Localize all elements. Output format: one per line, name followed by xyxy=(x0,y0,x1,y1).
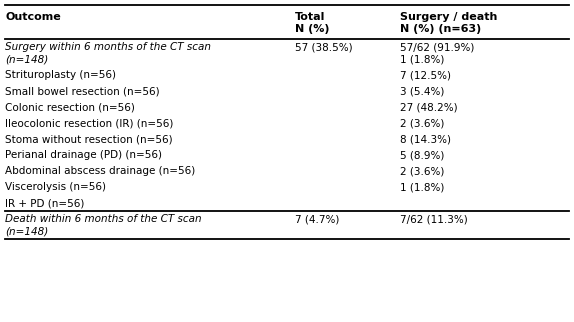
Text: Small bowel resection (n=56): Small bowel resection (n=56) xyxy=(5,86,160,96)
Text: N (%): N (%) xyxy=(295,24,329,34)
Text: Stoma without resection (n=56): Stoma without resection (n=56) xyxy=(5,134,173,144)
Text: 7 (4.7%): 7 (4.7%) xyxy=(295,214,339,224)
Text: N (%) (n=63): N (%) (n=63) xyxy=(400,24,481,34)
Text: 7/62 (11.3%): 7/62 (11.3%) xyxy=(400,214,468,224)
Text: Perianal drainage (PD) (n=56): Perianal drainage (PD) (n=56) xyxy=(5,150,162,160)
Text: 3 (5.4%): 3 (5.4%) xyxy=(400,86,444,96)
Text: 27 (48.2%): 27 (48.2%) xyxy=(400,102,457,112)
Text: Surgery / death: Surgery / death xyxy=(400,12,498,22)
Text: 5 (8.9%): 5 (8.9%) xyxy=(400,150,444,160)
Text: 1 (1.8%): 1 (1.8%) xyxy=(400,54,444,64)
Text: Viscerolysis (n=56): Viscerolysis (n=56) xyxy=(5,182,106,192)
Text: 8 (14.3%): 8 (14.3%) xyxy=(400,134,451,144)
Text: 2 (3.6%): 2 (3.6%) xyxy=(400,118,444,128)
Text: IR + PD (n=56): IR + PD (n=56) xyxy=(5,198,84,208)
Text: 57/62 (91.9%): 57/62 (91.9%) xyxy=(400,42,474,52)
Text: (n=148): (n=148) xyxy=(5,54,48,64)
Text: Death within 6 months of the CT scan: Death within 6 months of the CT scan xyxy=(5,214,201,224)
Text: (n=148): (n=148) xyxy=(5,226,48,236)
Text: Colonic resection (n=56): Colonic resection (n=56) xyxy=(5,102,135,112)
Text: 57 (38.5%): 57 (38.5%) xyxy=(295,42,352,52)
Text: Strituroplasty (n=56): Strituroplasty (n=56) xyxy=(5,70,116,80)
Text: 1 (1.8%): 1 (1.8%) xyxy=(400,182,444,192)
Text: 7 (12.5%): 7 (12.5%) xyxy=(400,70,451,80)
Text: Total: Total xyxy=(295,12,325,22)
Text: Ileocolonic resection (IR) (n=56): Ileocolonic resection (IR) (n=56) xyxy=(5,118,173,128)
Text: Outcome: Outcome xyxy=(5,12,61,22)
Text: Surgery within 6 months of the CT scan: Surgery within 6 months of the CT scan xyxy=(5,42,211,52)
Text: 2 (3.6%): 2 (3.6%) xyxy=(400,166,444,176)
Text: Abdominal abscess drainage (n=56): Abdominal abscess drainage (n=56) xyxy=(5,166,195,176)
